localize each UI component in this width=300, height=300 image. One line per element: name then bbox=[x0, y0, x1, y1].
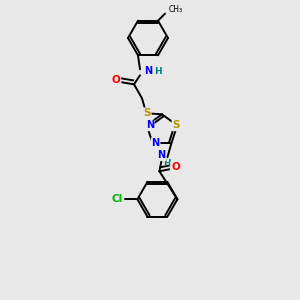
Text: N: N bbox=[152, 138, 160, 148]
Text: N: N bbox=[144, 66, 152, 76]
Text: H: H bbox=[164, 159, 171, 168]
Text: O: O bbox=[171, 162, 180, 172]
Text: N: N bbox=[146, 120, 154, 130]
Text: Cl: Cl bbox=[112, 194, 123, 204]
Text: O: O bbox=[112, 75, 120, 85]
Text: N: N bbox=[157, 150, 166, 160]
Text: S: S bbox=[143, 108, 151, 118]
Text: H: H bbox=[154, 67, 162, 76]
Text: S: S bbox=[172, 120, 180, 130]
Text: CH₃: CH₃ bbox=[169, 5, 183, 14]
